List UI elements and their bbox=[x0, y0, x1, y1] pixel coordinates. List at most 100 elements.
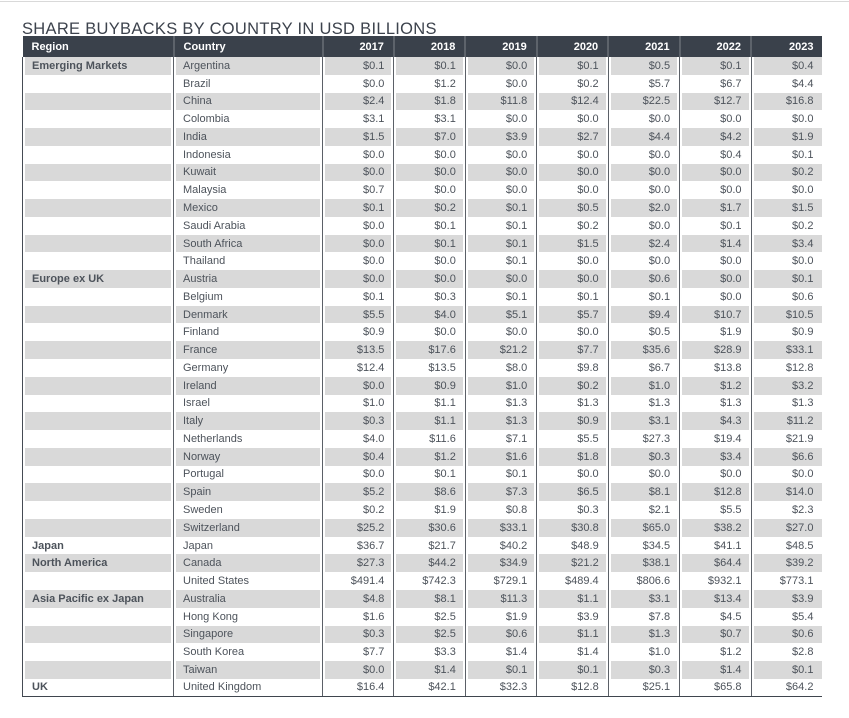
value-cell: $21.7 bbox=[393, 536, 466, 555]
region-cell: Emerging Markets bbox=[22, 57, 174, 75]
value-cell: $0.0 bbox=[792, 468, 814, 481]
value-cell: $34.5 bbox=[608, 536, 681, 555]
column-header-2023: 2023 bbox=[750, 36, 823, 57]
value-cell: $0.0 bbox=[679, 252, 752, 271]
country-cell: Saudi Arabia bbox=[173, 216, 323, 235]
region-cell bbox=[22, 572, 174, 590]
value-cell: $5.7 bbox=[608, 74, 681, 93]
region-cell bbox=[22, 394, 174, 413]
table-row: Kuwait $0.0 $0.0 $0.0 $0.0 $0.0 $0.0 $0.2 bbox=[22, 163, 823, 182]
table-row: Thailand $0.0 $0.0 $0.1 $0.0 $0.0 $0.0 $0.0 bbox=[22, 252, 823, 271]
value-cell: $41.1 bbox=[679, 536, 752, 555]
value-cell: $0.1 bbox=[322, 57, 395, 75]
region-cell bbox=[22, 110, 174, 129]
value-cell: $0.0 bbox=[322, 376, 395, 395]
value-cell: $4.0 bbox=[393, 305, 466, 324]
value-cell: $0.8 bbox=[465, 501, 538, 519]
table-row: South Korea $7.7 $3.3 $1.4 $1.4 $1.0 $1.2 $2.8 bbox=[22, 643, 823, 662]
value-cell: $33.1 bbox=[465, 518, 538, 537]
table-row: Mexico $0.1 $0.2 $0.1 $0.5 $2.0 $1.7 $1.5 bbox=[22, 199, 823, 217]
country-cell: Finland bbox=[173, 323, 323, 342]
value-cell: $2.3 bbox=[792, 504, 814, 517]
value-cell: $1.4 bbox=[465, 643, 538, 662]
value-cell: $0.1 bbox=[751, 661, 822, 679]
value-cell: $0.0 bbox=[322, 163, 395, 182]
value-cell: $0.1 bbox=[792, 148, 814, 161]
value-cell: $0.2 bbox=[322, 501, 395, 519]
region-cell bbox=[22, 359, 174, 377]
value-cell: $0.0 bbox=[679, 163, 752, 182]
value-cell: $0.0 bbox=[679, 287, 752, 306]
value-cell: $0.0 bbox=[322, 145, 395, 164]
table-row: Asia Pacific ex Japan Australia $4.8 $8.1 $1… bbox=[22, 589, 823, 608]
value-cell: $491.4 bbox=[322, 572, 395, 590]
region-cell bbox=[22, 128, 174, 146]
country-cell: Colombia bbox=[173, 110, 323, 129]
value-cell: $0.0 bbox=[322, 252, 395, 271]
value-cell: $1.9 bbox=[465, 607, 538, 626]
region-cell bbox=[22, 287, 174, 306]
value-cell: $0.0 bbox=[608, 252, 681, 271]
value-cell: $1.3 bbox=[536, 394, 609, 413]
top-divider bbox=[0, 1, 849, 2]
value-cell: $0.5 bbox=[536, 199, 609, 217]
region-cell bbox=[22, 607, 174, 626]
value-cell: $40.2 bbox=[465, 536, 538, 555]
value-cell: $0.0 bbox=[465, 57, 538, 75]
value-cell: $5.4 bbox=[792, 610, 814, 623]
value-cell: $932.1 bbox=[679, 572, 752, 590]
value-cell: $7.0 bbox=[393, 128, 466, 146]
value-cell: $1.8 bbox=[393, 92, 466, 111]
value-cell: $1.3 bbox=[608, 625, 681, 644]
value-cell: $1.5 bbox=[322, 128, 395, 146]
value-cell: $16.8 bbox=[751, 93, 822, 111]
value-cell: $42.1 bbox=[393, 678, 466, 698]
value-cell: $33.1 bbox=[751, 341, 822, 359]
value-cell: $0.1 bbox=[751, 270, 822, 288]
region-cell bbox=[22, 323, 174, 342]
column-header-2021: 2021 bbox=[607, 36, 680, 57]
value-cell: $0.9 bbox=[322, 323, 395, 342]
table-row: Finland $0.9 $0.0 $0.0 $0.0 $0.5 $1.9 $0.9 bbox=[22, 323, 823, 342]
value-cell: $0.6 bbox=[792, 290, 814, 303]
value-cell: $1.5 bbox=[536, 234, 609, 253]
value-cell: $1.3 bbox=[792, 397, 814, 410]
value-cell: $13.5 bbox=[322, 341, 395, 360]
value-cell: $0.2 bbox=[393, 199, 466, 217]
value-cell: $0.1 bbox=[393, 465, 466, 484]
country-cell: Norway bbox=[173, 447, 323, 466]
table-row: Japan Japan $36.7 $21.7 $40.2 $48.9 $34.5 $41.1… bbox=[22, 536, 823, 555]
region-cell bbox=[22, 376, 174, 395]
table-body: Emerging Markets Argentina $0.1 $0.1 $0.0 $0.… bbox=[22, 57, 823, 698]
value-cell: $1.4 bbox=[679, 234, 752, 253]
value-cell: $7.3 bbox=[465, 483, 538, 502]
value-cell: $2.5 bbox=[393, 625, 466, 644]
value-cell: $1.6 bbox=[465, 447, 538, 466]
value-cell: $2.5 bbox=[393, 607, 466, 626]
value-cell: $0.0 bbox=[322, 270, 395, 288]
value-cell: $30.8 bbox=[536, 518, 609, 537]
value-cell: $7.1 bbox=[465, 430, 538, 448]
country-cell: Israel bbox=[173, 394, 323, 413]
value-cell: $1.2 bbox=[679, 376, 752, 395]
value-cell: $0.0 bbox=[393, 252, 466, 271]
value-cell: $11.2 bbox=[751, 412, 822, 430]
country-cell: Denmark bbox=[173, 305, 323, 324]
value-cell: $12.4 bbox=[536, 92, 609, 111]
value-cell: $0.0 bbox=[465, 323, 538, 342]
country-cell: Malaysia bbox=[173, 181, 323, 200]
table-row: Colombia $3.1 $3.1 $0.0 $0.0 $0.0 $0.0 $0.0 bbox=[22, 110, 823, 129]
value-cell: $0.0 bbox=[465, 110, 538, 129]
value-cell: $0.0 bbox=[465, 270, 538, 288]
table-row: North America Canada $27.3 $44.2 $34.9 $21.2 $… bbox=[22, 554, 823, 573]
header-row: Region Country 2017 2018 2019 2020 2021 2022 202… bbox=[22, 36, 823, 57]
value-cell: $17.6 bbox=[393, 341, 466, 360]
region-cell: Europe ex UK bbox=[22, 270, 174, 288]
value-cell: $0.4 bbox=[751, 57, 822, 75]
value-cell: $0.1 bbox=[465, 465, 538, 484]
value-cell: $1.2 bbox=[393, 447, 466, 466]
value-cell: $0.0 bbox=[322, 465, 395, 484]
table-row: Ireland $0.0 $0.9 $1.0 $0.2 $1.0 $1.2 $3.2 bbox=[22, 376, 823, 395]
value-cell: $28.9 bbox=[679, 341, 752, 360]
value-cell: $2.4 bbox=[322, 92, 395, 111]
